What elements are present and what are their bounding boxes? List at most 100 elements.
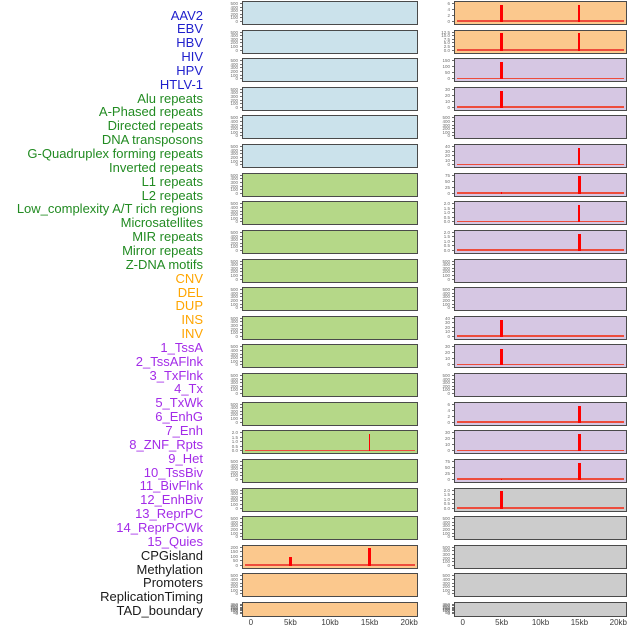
- y-axis-tick-mark: [240, 489, 242, 491]
- y-axis-tick-mark: [240, 605, 242, 607]
- signal-spike: [500, 192, 503, 194]
- signal-panel-methylation: [454, 516, 627, 541]
- signal-spike: [578, 205, 581, 223]
- signal-baseline: [457, 478, 624, 480]
- y-axis-tick-label: 50: [444, 178, 450, 184]
- y-axis-tick-label: 10: [444, 356, 450, 362]
- y-axis-tick-label: 400: [230, 4, 238, 10]
- y-axis-tick-mark: [452, 550, 454, 552]
- y-axis-tick-label: 150: [442, 607, 450, 613]
- y-axis-tick-label: 100: [230, 530, 238, 536]
- track-label-inverted-repeats: Inverted repeats: [109, 159, 203, 175]
- y-axis-tick-mark: [240, 88, 242, 90]
- y-axis-tick-mark: [452, 88, 454, 90]
- y-axis-tick-mark: [452, 611, 454, 613]
- y-axis-tick-label: 100: [230, 587, 238, 593]
- y-axis-tick-mark: [240, 67, 242, 69]
- y-axis-tick-mark: [240, 335, 242, 337]
- y-axis-tick-label: 200: [230, 526, 238, 532]
- y-axis-tick-label: 12.5: [441, 29, 450, 35]
- signal-panel-6-enhg: [454, 201, 627, 226]
- signal-spike: [578, 434, 581, 452]
- y-axis-tick-mark: [240, 321, 242, 323]
- y-axis-tick-mark: [240, 214, 242, 216]
- track-label-13-reprpc: 13_ReprPC: [135, 506, 203, 522]
- y-axis-tick-label: 300: [230, 603, 238, 609]
- signal-spike: [500, 319, 503, 337]
- y-axis-tick-mark: [452, 78, 454, 80]
- y-axis-tick-label: 200: [442, 126, 450, 132]
- y-axis-tick-mark: [452, 245, 454, 247]
- y-axis-tick-mark: [240, 610, 242, 612]
- y-axis-tick-label: 300: [230, 351, 238, 357]
- signal-panel-1-tssa: [454, 58, 627, 83]
- y-axis-tick-label: 200: [442, 584, 450, 590]
- y-axis-tick-label: 100: [442, 608, 450, 614]
- signal-panel-2-tssaflnk: [454, 86, 627, 111]
- y-axis-tick-label: 0: [447, 476, 450, 482]
- signal-panel-htlv-1: [242, 144, 418, 169]
- y-axis-tick-label: 0: [235, 76, 238, 82]
- y-axis-tick-label: 0: [447, 162, 450, 168]
- y-axis-tick-label: 100: [230, 473, 238, 479]
- y-axis-tick-mark: [240, 185, 242, 187]
- y-axis-tick-label: 10: [444, 98, 450, 104]
- y-axis-tick-label: 400: [230, 61, 238, 67]
- y-axis-tick-mark: [240, 328, 242, 330]
- y-axis-tick-mark: [452, 106, 454, 108]
- y-axis-tick-mark: [240, 153, 242, 155]
- y-axis-tick-label: 0: [447, 276, 450, 282]
- signal-baseline: [457, 421, 624, 423]
- y-axis-tick-mark: [240, 500, 242, 502]
- y-axis-tick-label: 100: [442, 301, 450, 307]
- y-axis-tick-label: 100: [230, 244, 238, 250]
- y-axis-tick-label: 500: [230, 1, 238, 6]
- y-axis-tick-label: 500: [442, 573, 450, 579]
- y-axis-tick-label: 100: [442, 530, 450, 536]
- y-axis-tick-mark: [240, 418, 242, 420]
- y-axis-tick-mark: [452, 536, 454, 538]
- y-axis-tick-label: 100: [442, 272, 450, 278]
- y-axis-tick-mark: [240, 403, 242, 405]
- y-axis-tick-mark: [240, 468, 242, 470]
- track-label-alu-repeats: Alu repeats: [137, 90, 203, 106]
- y-axis-tick-label: 0: [447, 305, 450, 311]
- y-axis-tick-label: 400: [230, 90, 238, 96]
- y-axis-tick-mark: [240, 146, 242, 148]
- y-axis-tick-label: 20: [444, 92, 450, 98]
- y-axis-tick-label: 40: [444, 144, 450, 150]
- y-axis-tick-mark: [452, 155, 454, 157]
- y-axis-tick-mark: [240, 360, 242, 362]
- y-axis-tick-mark: [452, 403, 454, 405]
- y-axis-tick-label: 500: [442, 115, 450, 121]
- y-axis-tick-mark: [452, 307, 454, 309]
- y-axis-tick-mark: [452, 593, 454, 595]
- y-axis-tick-mark: [452, 525, 454, 527]
- signal-panel-mirror-repeats: [242, 487, 418, 512]
- y-axis-tick-label: 0.0: [443, 47, 450, 53]
- signal-panel-mir-repeats: [242, 458, 418, 483]
- signal-panel-g-quadruplex-forming-repeats: [242, 287, 418, 312]
- y-axis-tick-label: 250: [230, 604, 238, 610]
- signal-baseline: [457, 77, 624, 80]
- y-axis-tick-label: 10.0: [441, 33, 450, 39]
- y-axis-tick-label: 0: [447, 133, 450, 139]
- y-axis-tick-mark: [240, 3, 242, 4]
- y-axis-tick-mark: [240, 17, 242, 19]
- y-axis-tick-mark: [240, 178, 242, 180]
- y-axis-tick-label: 200: [442, 526, 450, 532]
- y-axis-tick-label: 0.0: [231, 448, 238, 454]
- track-label-6-enhg: 6_EnhG: [155, 409, 203, 425]
- signal-spike: [578, 4, 581, 22]
- y-axis-tick-mark: [452, 546, 454, 548]
- y-axis-tick-label: 200: [230, 269, 238, 275]
- y-axis-tick-mark: [240, 604, 242, 605]
- signal-spike: [500, 478, 503, 480]
- y-axis-tick-mark: [240, 493, 242, 495]
- y-axis-tick-label: 250: [442, 604, 450, 610]
- y-axis-tick-label: 100: [442, 64, 450, 70]
- y-axis-tick-mark: [240, 246, 242, 248]
- y-axis-tick-label: 50: [232, 558, 238, 564]
- y-axis-tick-mark: [452, 236, 454, 238]
- signal-panel-z-dna-motifs: [242, 516, 418, 541]
